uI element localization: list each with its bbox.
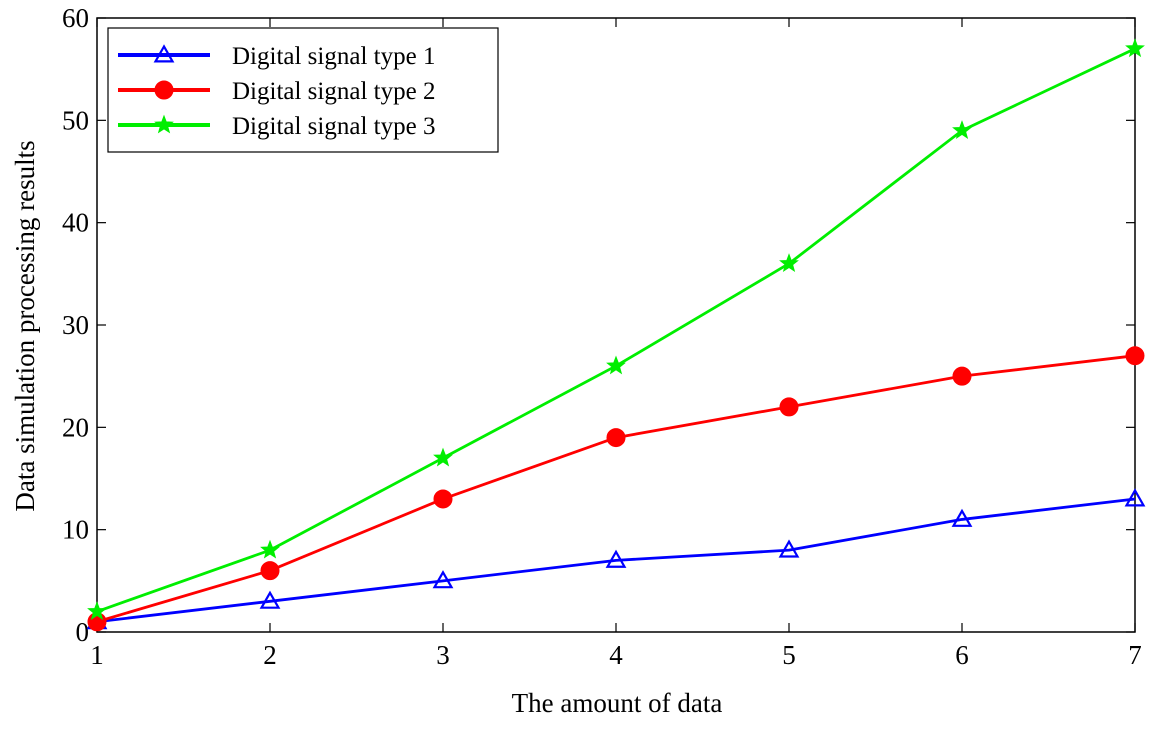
x-tick-label: 2	[263, 640, 277, 670]
x-tick-label: 1	[90, 640, 104, 670]
series-1-point	[605, 549, 627, 568]
series-2-line	[96, 354, 1136, 624]
x-tick-label: 7	[1128, 640, 1142, 670]
legend-label: Digital signal type 1	[232, 43, 435, 70]
legend-label: Digital signal type 2	[232, 78, 435, 105]
axes-layer: 1 2 3 4 5 6 7 0 10 20 30 40 50 60	[62, 3, 1142, 670]
x-axis-title: The amount of data	[512, 688, 723, 718]
series-2	[87, 346, 1145, 632]
x-tick-label: 5	[782, 640, 796, 670]
y-tick-label: 30	[62, 310, 89, 340]
x-tick-label: 3	[436, 640, 450, 670]
series-2-point	[779, 397, 799, 417]
y-tick-label: 40	[62, 208, 89, 238]
series-3-point	[779, 253, 799, 273]
series-1-point	[259, 590, 281, 609]
legend-swatch-marker	[154, 80, 174, 100]
y-tick-label: 10	[62, 515, 89, 545]
series-1-point	[778, 539, 800, 558]
legend-swatch-marker	[154, 114, 174, 134]
series-2-point	[606, 428, 626, 448]
y-tick-label: 20	[62, 412, 89, 442]
series-1-line	[96, 497, 1136, 624]
series-2-point	[433, 489, 453, 509]
legend: Digital signal type 1 Digital signal type…	[107, 27, 499, 153]
series-3-point	[1125, 38, 1145, 58]
series-3-point	[433, 447, 453, 467]
y-tick-label: 0	[76, 617, 90, 647]
y-axis-title: Data simulation processing results	[10, 140, 40, 511]
series-1-point	[432, 570, 454, 589]
series-3-point	[260, 539, 280, 559]
series-2-point	[1125, 346, 1145, 366]
series-2-point	[952, 366, 972, 386]
series-3-point	[952, 120, 972, 139]
legend-swatch-marker	[153, 44, 175, 63]
legend-label: Digital signal type 3	[232, 113, 435, 140]
y-tick-label: 50	[62, 105, 89, 135]
series-layer	[86, 38, 1146, 632]
series-3-point	[606, 355, 626, 375]
series-1-point	[951, 508, 973, 527]
series-3	[87, 38, 1145, 620]
series-3-point	[87, 601, 107, 620]
x-tick-label: 6	[955, 640, 969, 670]
series-1-point	[1124, 488, 1146, 507]
y-tick-label: 60	[62, 3, 89, 33]
series-2-point	[260, 561, 280, 581]
x-tick-label: 4	[609, 640, 623, 670]
